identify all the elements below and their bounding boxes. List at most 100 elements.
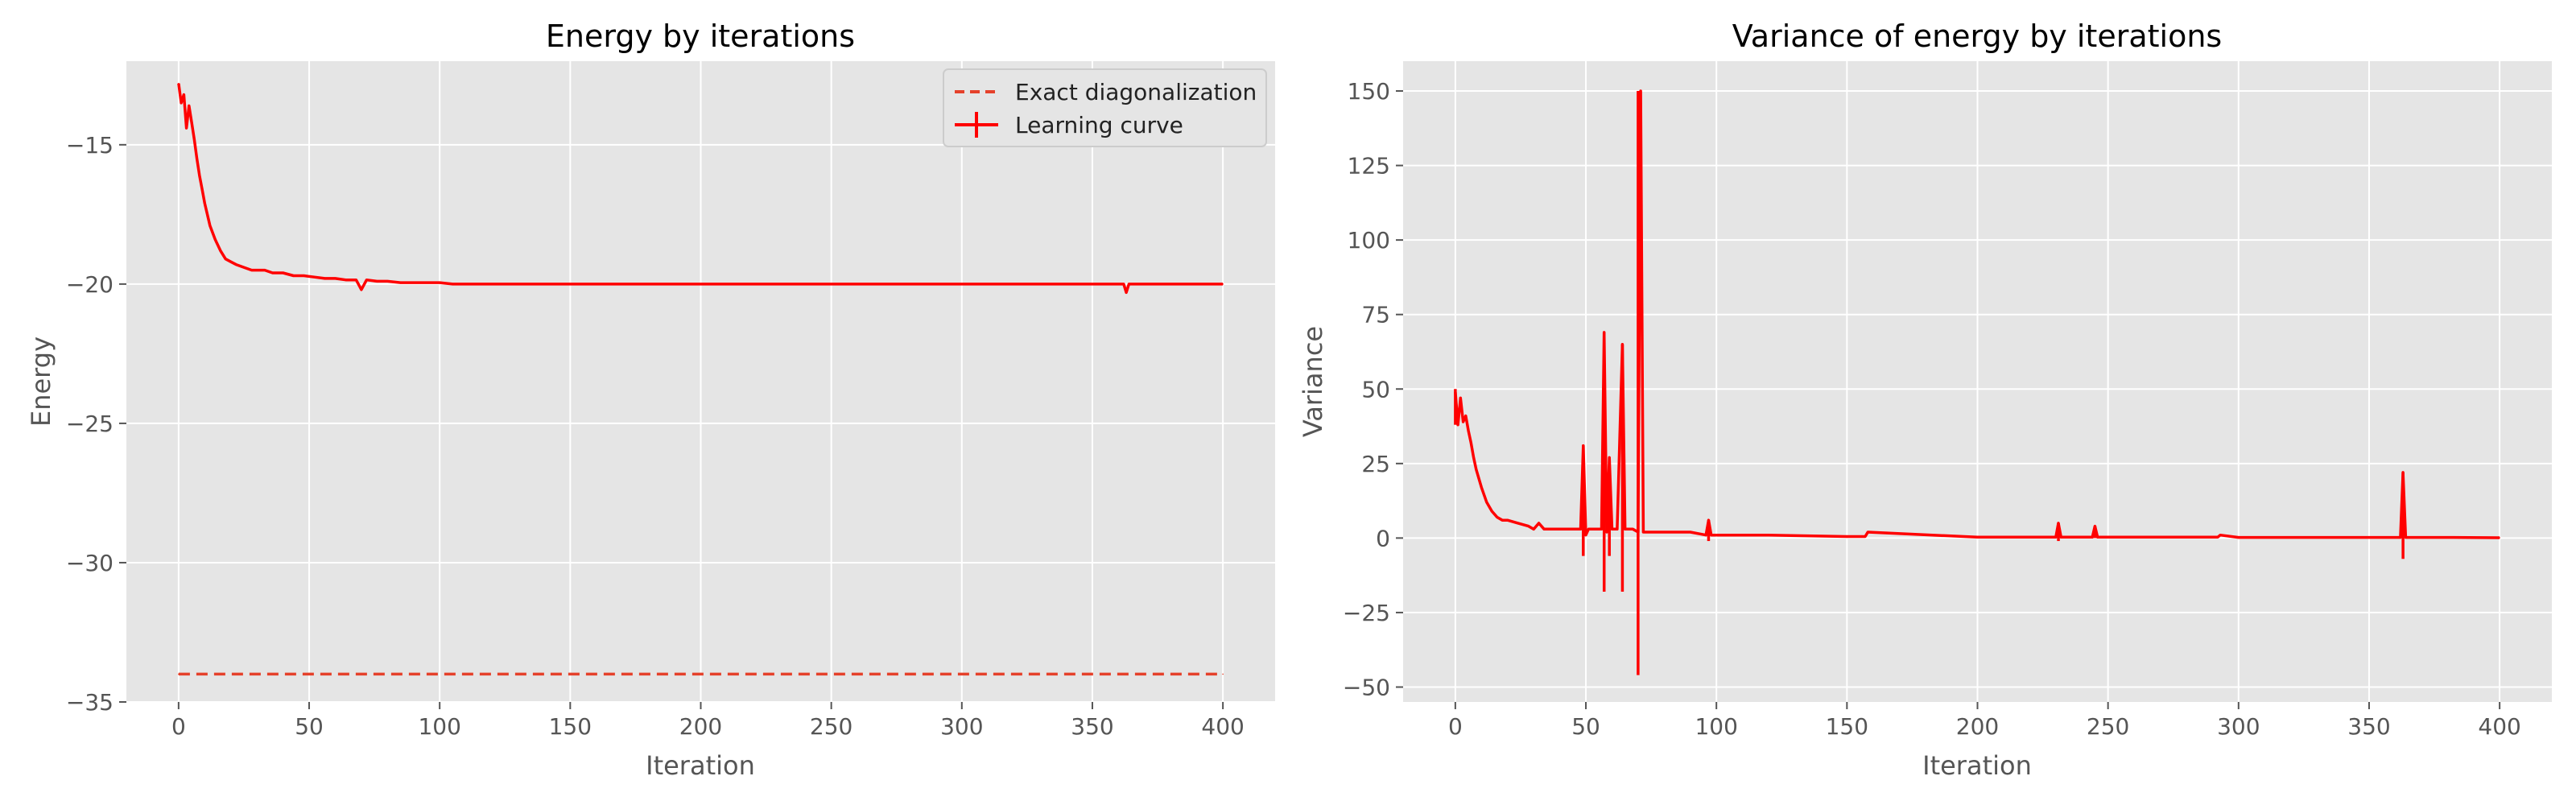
variance-data-point — [2446, 536, 2449, 539]
variance-data-point — [1846, 535, 1848, 538]
variance-y-tick-label: 125 — [1348, 153, 1390, 180]
energy-data-point — [250, 269, 253, 271]
energy-data-point — [334, 278, 336, 279]
variance-xticks: 0 50 100 150 200 250 300 350 400 — [1448, 702, 2521, 740]
variance-data-point — [1768, 534, 1769, 536]
variance-data-point — [1582, 444, 1584, 447]
energy-data-point — [1125, 291, 1127, 294]
energy-xticks: 0 50 100 150 200 250 300 350 400 — [171, 702, 1245, 740]
energy-data-point — [365, 279, 368, 281]
variance-data-point — [1472, 456, 1475, 459]
variance-data-point — [1587, 528, 1590, 530]
variance-x-tick-label: 150 — [1826, 713, 1868, 740]
energy-data-point — [180, 102, 182, 104]
legend-box — [943, 68, 1267, 147]
variance-title: Variance of energy by iterations — [1732, 19, 2222, 54]
variance-xlabel: Iteration — [1922, 750, 2032, 781]
variance-data-point — [1616, 528, 1618, 530]
energy-data-point — [256, 269, 258, 271]
energy-legend: Exact diagonalization Learning curve — [943, 68, 1267, 147]
energy-panel: 0 50 100 150 200 250 300 350 400 −35 −30 −25 −20 −15… — [26, 19, 1275, 781]
energy-data-point — [1092, 283, 1093, 285]
variance-data-point — [1637, 531, 1639, 533]
energy-data-point — [700, 283, 702, 285]
variance-data-point — [1663, 531, 1666, 533]
variance-data-point — [1608, 456, 1611, 459]
energy-ylabel: Energy — [26, 336, 56, 427]
energy-data-point — [376, 280, 378, 283]
variance-data-point — [1558, 528, 1561, 530]
energy-data-point — [235, 263, 237, 266]
energy-x-tick-label: 400 — [1201, 713, 1244, 740]
energy-data-point — [303, 275, 305, 277]
variance-y-tick-label: 75 — [1361, 302, 1390, 328]
energy-data-point — [517, 283, 519, 285]
energy-y-tick-label: −35 — [66, 689, 114, 716]
variance-data-point — [2054, 536, 2057, 539]
variance-x-tick-label: 200 — [1956, 713, 1999, 740]
variance-x-tick-label: 100 — [1695, 713, 1737, 740]
energy-data-point — [199, 175, 200, 176]
energy-data-point — [895, 283, 898, 285]
energy-data-point — [439, 282, 440, 283]
legend-exact-label: Exact diagonalization — [1015, 79, 1257, 105]
variance-data-point — [1527, 525, 1530, 527]
variance-data-point — [1590, 528, 1592, 530]
energy-y-tick-label: −25 — [66, 411, 114, 437]
variance-data-point — [1585, 534, 1587, 536]
variance-y-tick-label: 25 — [1361, 451, 1390, 477]
variance-data-point — [1459, 397, 1462, 399]
energy-data-point — [219, 250, 221, 252]
energy-data-point — [386, 280, 389, 283]
energy-data-point — [208, 225, 211, 226]
energy-data-point — [214, 238, 217, 241]
energy-data-point — [345, 279, 347, 281]
energy-data-point — [961, 283, 963, 285]
energy-data-point — [183, 93, 185, 96]
variance-data-point — [1715, 534, 1717, 536]
variance-data-point — [1653, 531, 1655, 533]
energy-x-tick-label: 200 — [679, 713, 722, 740]
energy-x-tick-label: 300 — [940, 713, 983, 740]
energy-data-point — [452, 283, 454, 285]
energy-data-point — [634, 283, 637, 285]
variance-data-point — [1543, 528, 1545, 530]
energy-data-point — [1128, 283, 1130, 285]
energy-data-point — [178, 82, 180, 85]
energy-data-point — [464, 283, 467, 285]
variance-data-point — [2058, 522, 2059, 524]
variance-data-point — [1501, 519, 1504, 521]
variance-data-point — [1569, 528, 1571, 530]
variance-y-tick-label: −50 — [1343, 674, 1390, 700]
variance-data-point — [2094, 525, 2096, 527]
energy-data-point — [225, 258, 227, 260]
energy-xlabel: Iteration — [646, 750, 755, 781]
energy-data-point — [1123, 283, 1125, 285]
variance-data-point — [2217, 536, 2219, 539]
variance-data-point — [1632, 528, 1634, 530]
variance-x-tick-label: 250 — [2087, 713, 2129, 740]
variance-grid — [1403, 61, 2552, 702]
variance-data-point — [1606, 531, 1608, 533]
variance-data-point — [1627, 528, 1629, 530]
variance-x-tick-label: 300 — [2217, 713, 2260, 740]
variance-data-point — [1867, 531, 1869, 533]
energy-yticks: −35 −30 −25 −20 −15 — [66, 132, 126, 716]
variance-y-tick-label: 100 — [1348, 227, 1390, 254]
variance-data-point — [1864, 535, 1866, 538]
energy-data-point — [201, 188, 203, 190]
energy-data-point — [361, 288, 362, 291]
variance-data-point — [2402, 472, 2404, 473]
energy-title: Energy by iterations — [546, 19, 855, 54]
energy-data-point — [185, 127, 188, 129]
variance-data-point — [1596, 528, 1597, 530]
energy-y-tick-label: −20 — [66, 271, 114, 298]
variance-x-tick-label: 350 — [2347, 713, 2390, 740]
variance-data-point — [1491, 510, 1493, 512]
variance-data-point — [1548, 528, 1550, 530]
variance-x-tick-label: 0 — [1448, 713, 1463, 740]
variance-data-point — [1485, 502, 1488, 503]
energy-x-tick-label: 350 — [1071, 713, 1113, 740]
